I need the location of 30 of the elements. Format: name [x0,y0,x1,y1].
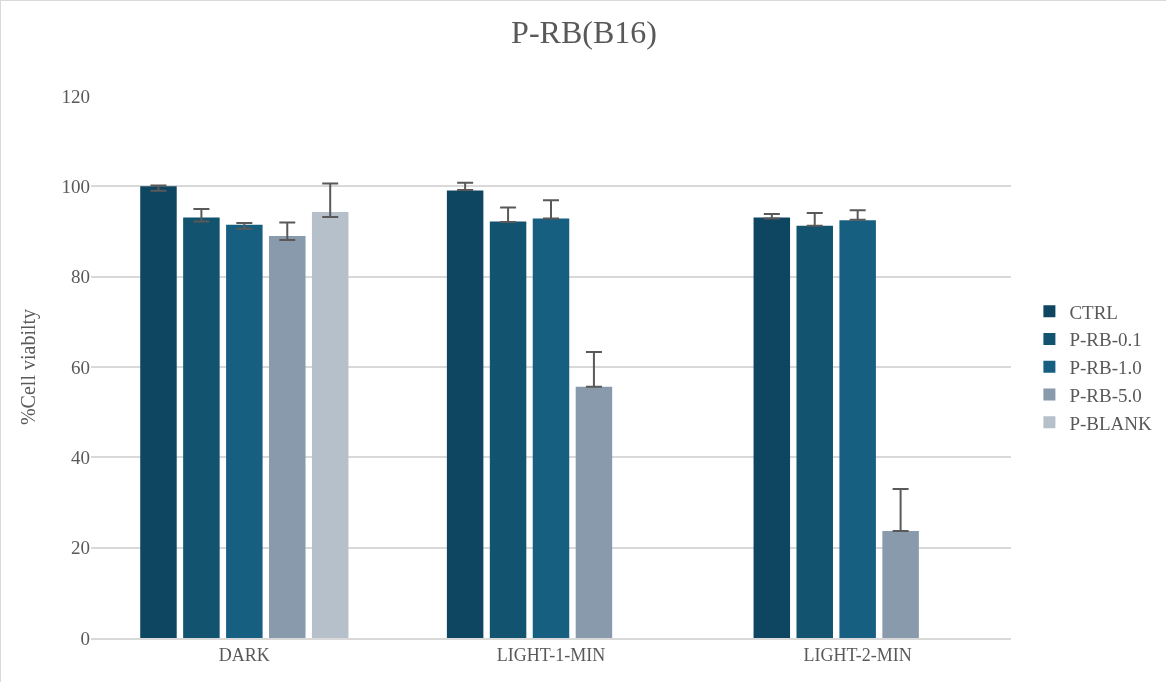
y-tick-label: 60 [71,356,90,378]
bar [226,224,263,638]
bar [532,218,570,638]
bar [269,236,306,638]
chart-title: P-RB(B16) [511,13,657,50]
bar [796,225,833,638]
legend-label: CTRL [1069,301,1118,323]
bar [839,220,876,638]
bar [140,186,177,638]
x-tick-label: LIGHT-1-MIN [496,645,606,666]
legend-label: P-BLANK [1069,412,1153,434]
bar [446,190,484,638]
legend-label: P-RB-5.0 [1069,384,1142,406]
bar [489,221,527,638]
bar [311,212,349,638]
y-tick-label: 40 [71,446,90,468]
y-tick-label: 80 [71,266,90,288]
bar [753,217,791,638]
y-tick-label: 100 [61,175,90,197]
y-tick-label: 120 [61,85,90,107]
bar [882,530,919,638]
legend-label: P-RB-1.0 [1069,357,1142,379]
y-axis-title: %Cell viabilty [17,308,40,426]
y-tick-label: 0 [80,627,90,649]
legend-label: P-RB-0.1 [1069,329,1142,351]
bar [183,217,220,638]
y-tick-label: 20 [71,537,90,559]
x-tick-label: LIGHT-2-MIN [803,645,912,666]
x-tick-label: DARK [218,645,270,666]
bar [575,386,613,638]
